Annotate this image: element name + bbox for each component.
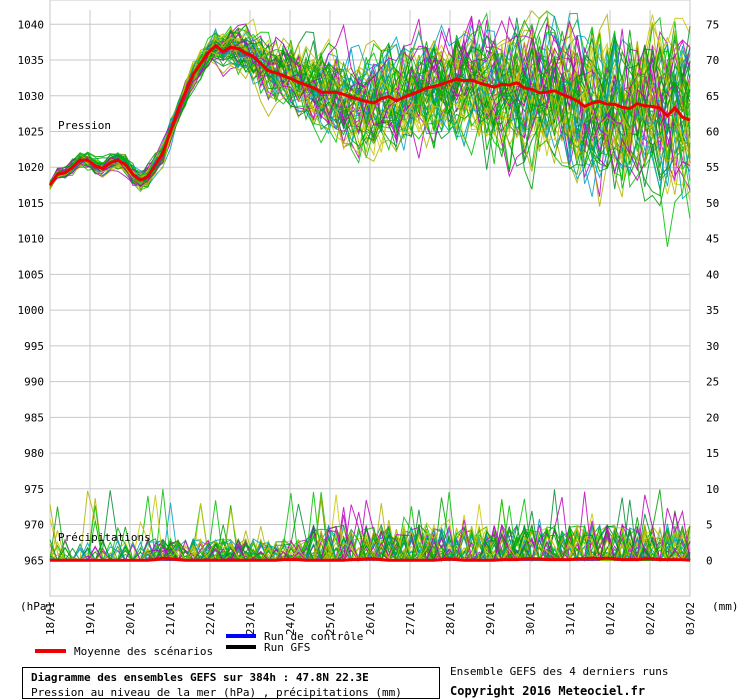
ensemble-pressure-line bbox=[49, 27, 691, 185]
left-tick-label: 985 bbox=[24, 411, 44, 424]
date-tick-label: 18/01 bbox=[44, 602, 57, 635]
date-tick-label: 25/01 bbox=[324, 602, 337, 635]
credit-copyright: Copyright 2016 Meteociel.fr bbox=[450, 684, 646, 698]
right-tick-label: 15 bbox=[706, 447, 719, 460]
right-tick-label: 40 bbox=[706, 268, 719, 281]
date-tick-label: 24/01 bbox=[284, 602, 297, 635]
left-tick-label: 1005 bbox=[18, 268, 45, 281]
left-tick-label: 1015 bbox=[18, 197, 45, 210]
ensemble-pressure-line bbox=[49, 34, 691, 189]
date-tick-label: 31/01 bbox=[564, 602, 577, 635]
left-tick-label: 990 bbox=[24, 376, 44, 389]
right-tick-label: 30 bbox=[706, 340, 719, 353]
left-tick-label: 1025 bbox=[18, 125, 45, 138]
date-tick-label: 20/01 bbox=[124, 602, 137, 635]
right-tick-label: 45 bbox=[706, 233, 719, 246]
credit-ensemble: Ensemble GEFS des 4 derniers runs bbox=[450, 665, 669, 678]
mean-precip-line bbox=[50, 556, 691, 562]
chart-info-box: Diagramme des ensembles GEFS sur 384h : … bbox=[22, 667, 440, 699]
date-tick-label: 26/01 bbox=[364, 602, 377, 635]
ensemble-precip-line bbox=[50, 525, 691, 562]
left-axis-unit: (hPa) bbox=[20, 600, 53, 613]
plot-frame bbox=[49, 0, 691, 597]
legend-mean-label: Moyenne des scénarios bbox=[74, 645, 213, 658]
right-tick-label: 75 bbox=[706, 18, 719, 31]
pressure-label: Pression bbox=[58, 119, 111, 132]
right-tick-label: 35 bbox=[706, 304, 719, 317]
left-tick-label: 965 bbox=[24, 554, 44, 567]
legend-control-label: Run de contrôle bbox=[264, 630, 363, 643]
left-tick-label: 975 bbox=[24, 483, 44, 496]
date-tick-label: 22/01 bbox=[204, 602, 217, 635]
date-tick-label: 30/01 bbox=[524, 602, 537, 635]
mean-lines bbox=[48, 43, 691, 562]
chart-title: Diagramme des ensembles GEFS sur 384h : … bbox=[31, 671, 369, 684]
right-tick-label: 55 bbox=[706, 161, 719, 174]
ensemble-pressure-line bbox=[49, 30, 691, 201]
right-tick-label: 10 bbox=[706, 483, 719, 496]
right-tick-label: 50 bbox=[706, 197, 719, 210]
date-tick-label: 01/02 bbox=[604, 602, 617, 635]
mean-pressure-line bbox=[48, 43, 691, 186]
ensemble-pressure-line bbox=[49, 37, 691, 185]
date-tick-label: 02/02 bbox=[644, 602, 657, 635]
left-tick-label: 1035 bbox=[18, 54, 45, 67]
right-tick-label: 5 bbox=[706, 519, 713, 532]
legend-gfs-label: Run GFS bbox=[264, 641, 310, 654]
date-tick-label: 23/01 bbox=[244, 602, 257, 635]
right-tick-label: 0 bbox=[706, 554, 713, 567]
ensemble-pressure-line bbox=[49, 19, 691, 188]
left-tick-label: 1000 bbox=[18, 304, 45, 317]
left-tick-label: 1030 bbox=[18, 90, 45, 103]
date-tick-label: 19/01 bbox=[84, 602, 97, 635]
right-tick-label: 65 bbox=[706, 90, 719, 103]
left-tick-label: 1040 bbox=[18, 18, 45, 31]
left-tick-label: 980 bbox=[24, 447, 44, 460]
right-tick-label: 20 bbox=[706, 411, 719, 424]
date-tick-label: 03/02 bbox=[684, 602, 697, 635]
left-tick-label: 1020 bbox=[18, 161, 45, 174]
date-tick-label: 29/01 bbox=[484, 602, 497, 635]
precip-label: Précipitations bbox=[58, 531, 151, 544]
right-axis-unit: (mm) bbox=[712, 600, 739, 613]
left-tick-label: 1010 bbox=[18, 233, 45, 246]
ensemble-pressure-line bbox=[49, 27, 691, 219]
chart-subtitle: Pression au niveau de la mer (hPa) , pré… bbox=[31, 686, 402, 699]
left-tick-label: 995 bbox=[24, 340, 44, 353]
date-tick-label: 28/01 bbox=[444, 602, 457, 635]
left-tick-label: 970 bbox=[24, 519, 44, 532]
axis-labels: 1040103510301025102010151010100510009959… bbox=[18, 18, 720, 635]
date-tick-label: 27/01 bbox=[404, 602, 417, 635]
right-tick-label: 60 bbox=[706, 125, 719, 138]
date-tick-label: 21/01 bbox=[164, 602, 177, 635]
right-tick-label: 25 bbox=[706, 376, 719, 389]
right-tick-label: 70 bbox=[706, 54, 719, 67]
